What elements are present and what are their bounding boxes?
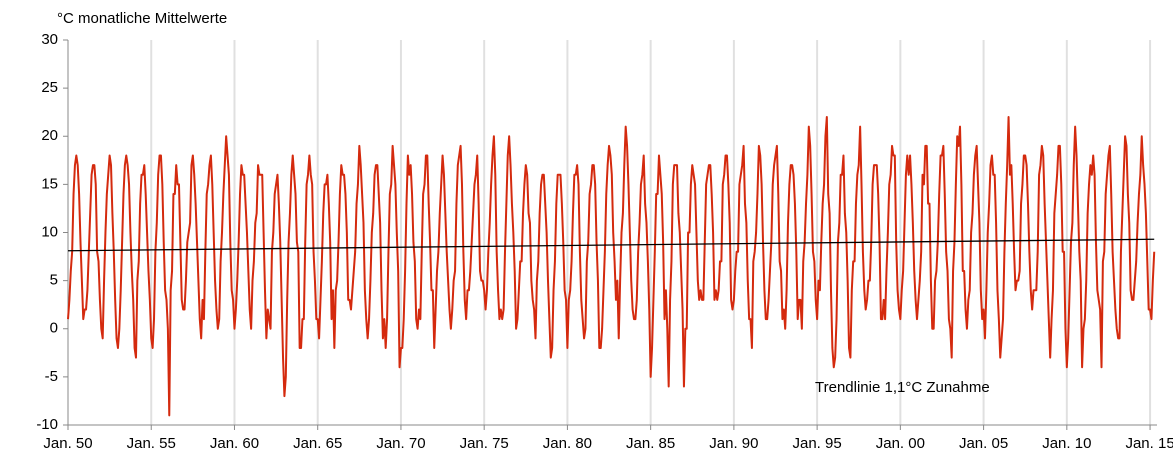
y-tick-label: 0 [50,320,58,337]
x-tick-label: Jan. 90 [709,435,758,452]
x-tick-label: Jan. 60 [210,435,259,452]
y-tick-label: 25 [41,79,58,96]
chart-title: °C monatliche Mittelwerte [57,10,227,27]
x-tick-label: Jan. 55 [127,435,176,452]
y-tick-label: 20 [41,127,58,144]
x-tick-label: Jan. 10 [1042,435,1091,452]
y-tick-label: 5 [50,272,58,289]
y-tick-label: 15 [41,175,58,192]
y-tick-label: 30 [41,31,58,48]
x-tick-label: Jan. 75 [460,435,509,452]
x-tick-label: Jan. 05 [959,435,1008,452]
y-tick-label: 10 [41,223,58,240]
x-tick-label: Jan. 70 [376,435,425,452]
x-tick-label: Jan. 00 [876,435,925,452]
x-tick-label: Jan. 80 [543,435,592,452]
trend-line [67,238,1155,252]
x-tick-label: Jan. 65 [293,435,342,452]
y-tick-label: -5 [45,368,58,385]
x-tick-label: Jan. 15 [1125,435,1173,452]
x-tick-label: Jan. 50 [43,435,92,452]
annotation: Trendlinie 1,1°C Zunahme [815,379,990,396]
temperature-line [67,116,1156,417]
y-tick-label: -10 [36,416,58,433]
x-tick-label: Jan. 95 [793,435,842,452]
x-tick-label: Jan. 85 [626,435,675,452]
